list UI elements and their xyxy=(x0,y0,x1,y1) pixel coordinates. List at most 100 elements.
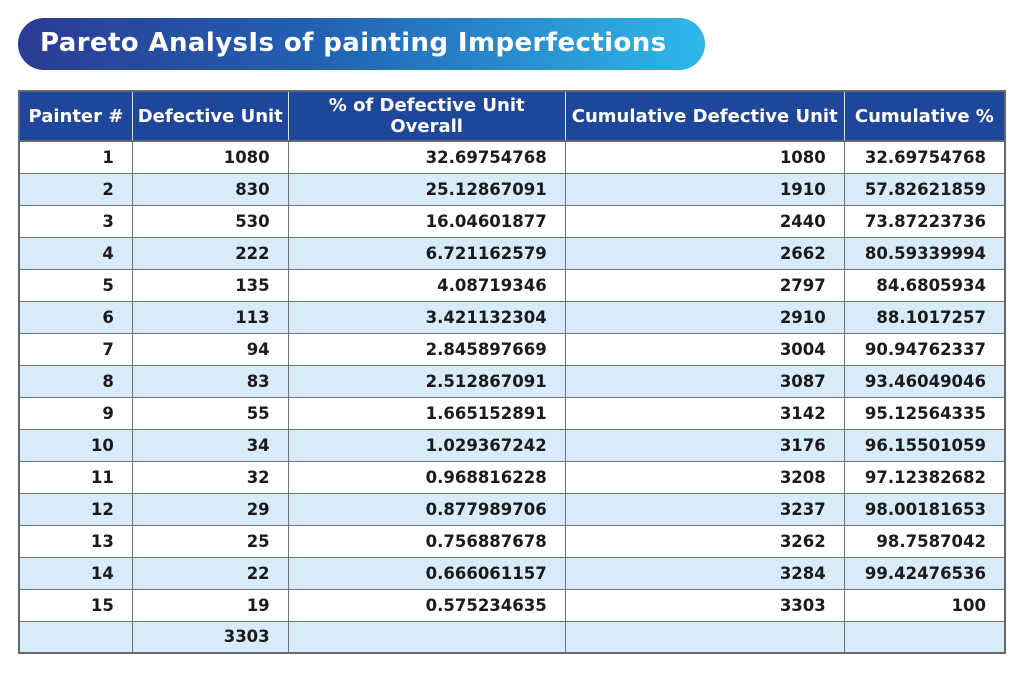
cell-cumulative-defective: 3303 xyxy=(564,588,845,622)
table-row: 13 25 0.756887678 3262 98.7587042 xyxy=(18,524,1006,558)
table-row: 9 55 1.665152891 3142 95.12564335 xyxy=(18,396,1006,430)
cell-cumulative-percent: 57.82621859 xyxy=(843,172,1006,206)
cell-percent-overall: 1.665152891 xyxy=(287,396,566,430)
column-header-cumulative-percent: Cumulative % xyxy=(843,91,1005,142)
table-row: 5 135 4.08719346 2797 84.6805934 xyxy=(18,268,1006,302)
cell-defective-unit: 32 xyxy=(131,460,289,494)
cell-defective-unit: 25 xyxy=(131,524,289,558)
cell-painter-number: 5 xyxy=(18,268,133,302)
cell-percent-overall: 0.756887678 xyxy=(287,524,566,558)
cell-painter-number xyxy=(18,620,133,654)
cell-cumulative-defective: 3284 xyxy=(564,556,845,590)
cell-defective-unit: 830 xyxy=(131,172,289,206)
cell-percent-overall: 3.421132304 xyxy=(287,300,566,334)
cell-cumulative-defective: 2797 xyxy=(564,268,845,302)
cell-painter-number: 8 xyxy=(18,364,133,398)
cell-percent-overall: 6.721162579 xyxy=(287,236,566,270)
cell-defective-unit: 113 xyxy=(131,300,289,334)
column-header-percent-overall: % of Defective Unit Overall xyxy=(287,91,566,142)
cell-cumulative-percent: 80.59339994 xyxy=(843,236,1006,270)
cell-painter-number: 12 xyxy=(18,492,133,526)
cell-cumulative-percent: 90.94762337 xyxy=(843,332,1006,366)
cell-defective-unit: 530 xyxy=(131,204,289,238)
cell-cumulative-defective: 1910 xyxy=(564,172,845,206)
table-row: 10 34 1.029367242 3176 96.15501059 xyxy=(18,428,1006,462)
cell-painter-number: 11 xyxy=(18,460,133,494)
cell-percent-overall: 0.877989706 xyxy=(287,492,566,526)
table-header: Painter # Defective Unit % of Defective … xyxy=(19,91,1005,142)
cell-percent-overall: 1.029367242 xyxy=(287,428,566,462)
cell-percent-overall: 2.512867091 xyxy=(287,364,566,398)
cell-cumulative-percent: 97.12382682 xyxy=(843,460,1006,494)
cell-cumulative-percent: 93.46049046 xyxy=(843,364,1006,398)
cell-percent-overall: 0.968816228 xyxy=(287,460,566,494)
page-title: Pareto AnalysIs of painting Imperfection… xyxy=(40,28,667,58)
cell-percent-overall: 4.08719346 xyxy=(287,268,566,302)
column-header-cumulative-defective: Cumulative Defective Unit xyxy=(564,91,845,142)
table-row: 2 830 25.12867091 1910 57.82621859 xyxy=(18,172,1006,206)
column-header-defective-unit: Defective Unit xyxy=(131,91,289,142)
table-row: 14 22 0.666061157 3284 99.42476536 xyxy=(18,556,1006,590)
table-row: 6 113 3.421132304 2910 88.1017257 xyxy=(18,300,1006,334)
cell-cumulative-defective: 2662 xyxy=(564,236,845,270)
table-row: 15 19 0.575234635 3303 100 xyxy=(18,588,1006,622)
cell-percent-overall: 25.12867091 xyxy=(287,172,566,206)
cell-defective-unit: 222 xyxy=(131,236,289,270)
cell-defective-unit: 55 xyxy=(131,396,289,430)
cell-cumulative-defective: 3142 xyxy=(564,396,845,430)
cell-percent-overall: 32.69754768 xyxy=(287,140,566,174)
cell-defective-unit: 29 xyxy=(131,492,289,526)
cell-painter-number: 6 xyxy=(18,300,133,334)
cell-cumulative-defective: 3087 xyxy=(564,364,845,398)
cell-cumulative-defective: 3176 xyxy=(564,428,845,462)
cell-painter-number: 3 xyxy=(18,204,133,238)
cell-cumulative-percent: 73.87223736 xyxy=(843,204,1006,238)
cell-cumulative-percent: 88.1017257 xyxy=(843,300,1006,334)
cell-defective-unit: 3303 xyxy=(131,620,289,654)
table-row: 4 222 6.721162579 2662 80.59339994 xyxy=(18,236,1006,270)
cell-cumulative-percent: 95.12564335 xyxy=(843,396,1006,430)
cell-painter-number: 7 xyxy=(18,332,133,366)
title-banner: Pareto AnalysIs of painting Imperfection… xyxy=(18,18,705,70)
cell-cumulative-percent xyxy=(843,620,1006,654)
cell-cumulative-percent: 99.42476536 xyxy=(843,556,1006,590)
cell-painter-number: 2 xyxy=(18,172,133,206)
cell-painter-number: 10 xyxy=(18,428,133,462)
cell-cumulative-defective: 3004 xyxy=(564,332,845,366)
cell-painter-number: 1 xyxy=(18,140,133,174)
total-row: 3303 xyxy=(18,620,1006,654)
cell-cumulative-percent: 98.7587042 xyxy=(843,524,1006,558)
cell-cumulative-defective: 3208 xyxy=(564,460,845,494)
cell-defective-unit: 135 xyxy=(131,268,289,302)
table-row: 1 1080 32.69754768 1080 32.69754768 xyxy=(18,140,1006,174)
cell-painter-number: 9 xyxy=(18,396,133,430)
cell-defective-unit: 94 xyxy=(131,332,289,366)
cell-cumulative-defective: 3237 xyxy=(564,492,845,526)
cell-defective-unit: 34 xyxy=(131,428,289,462)
cell-cumulative-defective: 2440 xyxy=(564,204,845,238)
cell-defective-unit: 1080 xyxy=(131,140,289,174)
cell-percent-overall: 16.04601877 xyxy=(287,204,566,238)
cell-cumulative-percent: 84.6805934 xyxy=(843,268,1006,302)
cell-cumulative-defective: 3262 xyxy=(564,524,845,558)
table-row: 7 94 2.845897669 3004 90.94762337 xyxy=(18,332,1006,366)
cell-defective-unit: 19 xyxy=(131,588,289,622)
cell-cumulative-percent: 98.00181653 xyxy=(843,492,1006,526)
cell-percent-overall: 2.845897669 xyxy=(287,332,566,366)
cell-painter-number: 14 xyxy=(18,556,133,590)
cell-cumulative-defective xyxy=(564,620,845,654)
table-row: 11 32 0.968816228 3208 97.12382682 xyxy=(18,460,1006,494)
cell-percent-overall: 0.666061157 xyxy=(287,556,566,590)
column-header-painter-number: Painter # xyxy=(19,91,133,142)
table-body: 1 1080 32.69754768 1080 32.69754768 2 830 25.12… xyxy=(18,140,1006,654)
table-row: 12 29 0.877989706 3237 98.00181653 xyxy=(18,492,1006,526)
cell-painter-number: 15 xyxy=(18,588,133,622)
cell-cumulative-defective: 2910 xyxy=(564,300,845,334)
cell-cumulative-percent: 32.69754768 xyxy=(843,140,1006,174)
cell-painter-number: 13 xyxy=(18,524,133,558)
cell-cumulative-defective: 1080 xyxy=(564,140,845,174)
pareto-table: Painter # Defective Unit % of Defective … xyxy=(18,90,1006,654)
cell-defective-unit: 83 xyxy=(131,364,289,398)
